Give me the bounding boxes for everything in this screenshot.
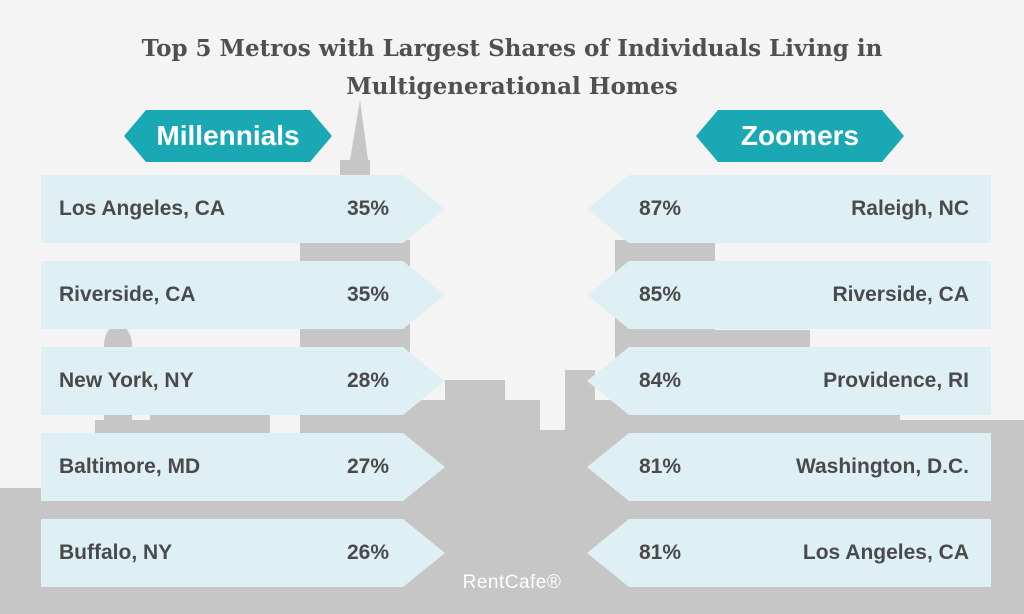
millennials-banner: Millennials [124, 110, 332, 162]
percentage-value: 27% [347, 455, 390, 478]
percentage-value: 85% [639, 283, 682, 306]
metro-label: Baltimore, MD [59, 455, 201, 478]
zoomers-row: 81% Washington, D.C. [587, 433, 991, 501]
percentage-value: 26% [347, 541, 390, 564]
metro-label: Riverside, CA [59, 283, 196, 306]
metro-label: Los Angeles, CA [59, 197, 226, 220]
percentage-value: 28% [347, 369, 390, 392]
millennials-row: Los Angeles, CA 35% [41, 175, 445, 243]
millennials-row: Baltimore, MD 27% [41, 433, 445, 501]
percentage-value: 87% [639, 197, 682, 220]
millennials-row: New York, NY 28% [41, 347, 445, 415]
rentcafe-logo-text: RentCafe® [462, 572, 562, 593]
metro-label: Raleigh, NC [851, 197, 969, 220]
percentage-value: 84% [639, 369, 682, 392]
millennials-row: Buffalo, NY 26% [41, 519, 445, 587]
chart-title: Top 5 Metros with Largest Shares of Indi… [100, 30, 924, 106]
millennials-row: Riverside, CA 35% [41, 261, 445, 329]
percentage-value: 35% [347, 283, 390, 306]
metro-label: Riverside, CA [832, 283, 969, 306]
metro-label: Providence, RI [823, 369, 969, 392]
percentage-value: 81% [639, 455, 682, 478]
zoomers-row: 84% Providence, RI [587, 347, 991, 415]
zoomers-banner: Zoomers [696, 110, 904, 162]
zoomers-row: 85% Riverside, CA [587, 261, 991, 329]
metro-label: Washington, D.C. [795, 455, 969, 478]
metro-label: Los Angeles, CA [802, 541, 969, 564]
percentage-value: 81% [639, 541, 682, 564]
zoomers-row: 87% Raleigh, NC [587, 175, 991, 243]
metro-label: Buffalo, NY [59, 541, 173, 564]
title-line-2: Multigenerational Homes [346, 73, 678, 100]
zoomers-row: 81% Los Angeles, CA [587, 519, 991, 587]
percentage-value: 35% [347, 197, 390, 220]
title-line-1: Top 5 Metros with Largest Shares of Indi… [141, 35, 883, 62]
metro-label: New York, NY [59, 369, 194, 392]
